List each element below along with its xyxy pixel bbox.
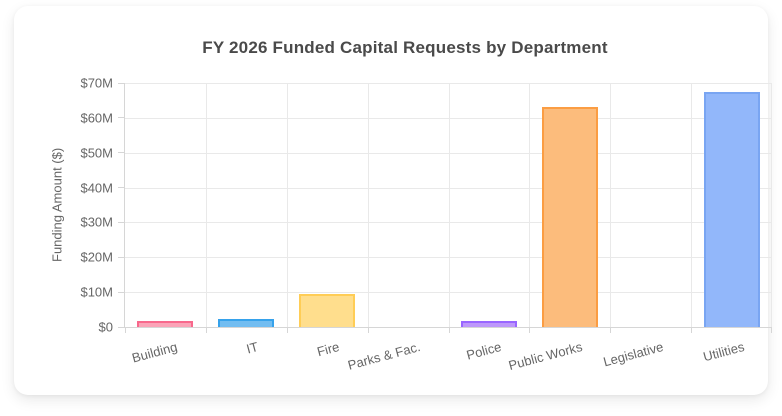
- x-tick-mark: [448, 327, 450, 333]
- y-tick-mark: [118, 117, 124, 119]
- y-tick-label: $30M: [80, 214, 113, 230]
- x-gridline: [691, 83, 693, 327]
- y-tick-mark: [118, 256, 124, 258]
- x-gridline: [205, 83, 207, 327]
- x-tick-label: Building: [130, 339, 180, 366]
- y-tick-label: $40M: [80, 180, 113, 196]
- y-tick-label: $70M: [80, 75, 113, 91]
- y-axis-title: Funding Amount ($): [49, 147, 65, 263]
- x-tick-mark: [529, 327, 531, 333]
- y-tick-mark: [118, 187, 124, 189]
- x-gridline: [610, 83, 612, 327]
- y-tick-mark: [118, 326, 124, 328]
- x-tick-mark: [367, 327, 369, 333]
- plot-area: $0 $10M $20M $30M $40M $50M $60M $70M Building IT…: [80, 76, 772, 373]
- x-tick-label: Legislative: [601, 339, 665, 370]
- x-tick-label: Public Works: [506, 339, 584, 374]
- y-tick-label: $60M: [80, 110, 113, 126]
- y-tick-label: $20M: [80, 249, 113, 265]
- y-tick-mark: [118, 291, 124, 293]
- bar-it[interactable]: [218, 318, 275, 327]
- x-tick-mark: [205, 327, 207, 333]
- bar-building[interactable]: [137, 320, 194, 327]
- x-tick-mark: [125, 327, 126, 333]
- x-tick-mark: [286, 327, 288, 333]
- x-tick-label: Utilities: [701, 339, 746, 365]
- y-tick-label: $50M: [80, 145, 113, 161]
- x-tick-label: Fire: [315, 339, 342, 360]
- bar-utilities[interactable]: [703, 91, 760, 327]
- x-gridline: [771, 83, 772, 327]
- y-tick-mark: [118, 152, 124, 154]
- bar-public-works[interactable]: [541, 107, 598, 327]
- x-gridline: [286, 83, 288, 327]
- bar-fire[interactable]: [299, 293, 356, 327]
- x-tick-label: Parks & Fac.: [346, 339, 422, 373]
- chart-card: FY 2026 Funded Capital Requests by Depar…: [14, 6, 772, 395]
- y-tick-label: $10M: [80, 284, 113, 300]
- x-gridline: [367, 83, 369, 327]
- chart-title: FY 2026 Funded Capital Requests by Depar…: [202, 38, 608, 57]
- x-tick-mark: [610, 327, 612, 333]
- y-tick-mark: [118, 82, 124, 84]
- x-tick-mark: [771, 327, 772, 333]
- x-gridline: [448, 83, 450, 327]
- x-tick-mark: [691, 327, 693, 333]
- bar-police[interactable]: [460, 320, 517, 327]
- x-gridline: [529, 83, 531, 327]
- y-tick-label: $0: [98, 319, 113, 335]
- y-tick-mark: [118, 221, 124, 223]
- x-tick-label: Police: [464, 339, 503, 363]
- x-tick-label: IT: [245, 339, 261, 357]
